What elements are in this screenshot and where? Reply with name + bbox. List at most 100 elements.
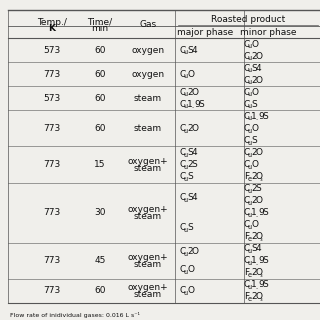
Text: C: C bbox=[180, 160, 186, 169]
Text: O: O bbox=[255, 196, 262, 205]
Text: 2: 2 bbox=[187, 160, 193, 169]
Text: S: S bbox=[255, 184, 261, 193]
Text: u: u bbox=[184, 197, 188, 203]
Text: C: C bbox=[180, 172, 186, 181]
Text: u: u bbox=[184, 227, 188, 233]
Text: O: O bbox=[187, 286, 194, 295]
Text: 60: 60 bbox=[94, 94, 106, 103]
Text: F: F bbox=[244, 292, 249, 301]
Text: O: O bbox=[251, 124, 258, 133]
Text: 60: 60 bbox=[94, 286, 106, 295]
Text: 2: 2 bbox=[251, 76, 257, 85]
Text: ₃: ₃ bbox=[259, 296, 262, 302]
Text: 1: 1 bbox=[251, 208, 257, 217]
Text: u: u bbox=[248, 116, 252, 122]
Text: e: e bbox=[248, 272, 252, 278]
Text: u: u bbox=[248, 140, 252, 146]
Text: steam: steam bbox=[134, 124, 162, 133]
Text: 60: 60 bbox=[94, 70, 106, 79]
Text: 2: 2 bbox=[187, 124, 193, 133]
Text: S: S bbox=[187, 223, 193, 232]
Text: C: C bbox=[244, 220, 250, 229]
Text: 2: 2 bbox=[187, 88, 193, 97]
Text: 773: 773 bbox=[44, 70, 60, 79]
Text: O: O bbox=[187, 265, 194, 274]
Text: O: O bbox=[251, 40, 258, 49]
Text: u: u bbox=[248, 152, 252, 158]
Text: u: u bbox=[248, 55, 252, 61]
Text: C: C bbox=[244, 256, 250, 265]
Text: C: C bbox=[180, 45, 186, 54]
Text: oxygen+: oxygen+ bbox=[128, 284, 168, 292]
Text: O: O bbox=[255, 232, 262, 241]
Text: u: u bbox=[184, 290, 188, 296]
Text: ₃: ₃ bbox=[259, 236, 262, 242]
Text: u: u bbox=[184, 164, 188, 170]
Text: 2: 2 bbox=[251, 172, 257, 181]
Text: 773: 773 bbox=[44, 256, 60, 265]
Text: u: u bbox=[248, 92, 252, 97]
Text: oxygen: oxygen bbox=[132, 70, 164, 79]
Text: u: u bbox=[248, 200, 252, 206]
Text: u: u bbox=[248, 164, 252, 170]
Text: O: O bbox=[251, 88, 258, 97]
Text: C: C bbox=[244, 64, 250, 73]
Text: C: C bbox=[244, 160, 250, 169]
Text: u: u bbox=[248, 79, 252, 85]
Text: C: C bbox=[180, 70, 186, 79]
Text: 15: 15 bbox=[94, 160, 106, 169]
Text: C: C bbox=[244, 280, 250, 289]
Text: .: . bbox=[255, 212, 257, 218]
Text: C: C bbox=[244, 112, 250, 121]
Text: O: O bbox=[191, 124, 198, 133]
Text: S: S bbox=[251, 244, 257, 253]
Text: 9: 9 bbox=[259, 280, 264, 289]
Text: K: K bbox=[49, 23, 55, 33]
Text: S: S bbox=[187, 172, 193, 181]
Text: major phase: major phase bbox=[177, 28, 233, 36]
Text: S: S bbox=[251, 136, 257, 145]
Text: 2: 2 bbox=[251, 292, 257, 301]
Text: oxygen: oxygen bbox=[132, 45, 164, 54]
Text: u: u bbox=[184, 269, 188, 275]
Text: u: u bbox=[248, 67, 252, 73]
Text: C: C bbox=[244, 136, 250, 145]
Text: u: u bbox=[184, 152, 188, 158]
Text: 2: 2 bbox=[187, 247, 193, 256]
Text: 4: 4 bbox=[255, 64, 261, 73]
Text: S: S bbox=[262, 208, 268, 217]
Text: O: O bbox=[255, 52, 262, 60]
Text: u: u bbox=[184, 103, 188, 109]
Text: steam: steam bbox=[134, 212, 162, 221]
Text: C: C bbox=[180, 124, 186, 133]
Text: O: O bbox=[255, 268, 262, 277]
Text: S: S bbox=[251, 64, 257, 73]
Text: S: S bbox=[187, 193, 193, 202]
Text: 30: 30 bbox=[94, 208, 106, 217]
Text: u: u bbox=[248, 43, 252, 49]
Text: u: u bbox=[248, 260, 252, 266]
Text: C: C bbox=[244, 244, 250, 253]
Text: u: u bbox=[248, 188, 252, 194]
Text: F: F bbox=[244, 232, 249, 241]
Text: Roasted product: Roasted product bbox=[211, 14, 285, 23]
Text: C: C bbox=[180, 100, 186, 109]
Text: O: O bbox=[251, 160, 258, 169]
Text: O: O bbox=[191, 88, 198, 97]
Text: 573: 573 bbox=[44, 94, 60, 103]
Text: C: C bbox=[244, 124, 250, 133]
Text: 773: 773 bbox=[44, 286, 60, 295]
Text: S: S bbox=[187, 45, 193, 54]
Text: S: S bbox=[262, 256, 268, 265]
Text: oxygen+: oxygen+ bbox=[128, 253, 168, 262]
Text: 4: 4 bbox=[255, 244, 261, 253]
Text: C: C bbox=[244, 184, 250, 193]
Text: u: u bbox=[184, 49, 188, 55]
Text: 773: 773 bbox=[44, 208, 60, 217]
Text: .: . bbox=[255, 284, 257, 290]
Text: 1: 1 bbox=[251, 280, 257, 289]
Text: 4: 4 bbox=[191, 148, 197, 157]
Text: u: u bbox=[248, 212, 252, 218]
Text: oxygen+: oxygen+ bbox=[128, 157, 168, 166]
Text: C: C bbox=[244, 100, 250, 109]
